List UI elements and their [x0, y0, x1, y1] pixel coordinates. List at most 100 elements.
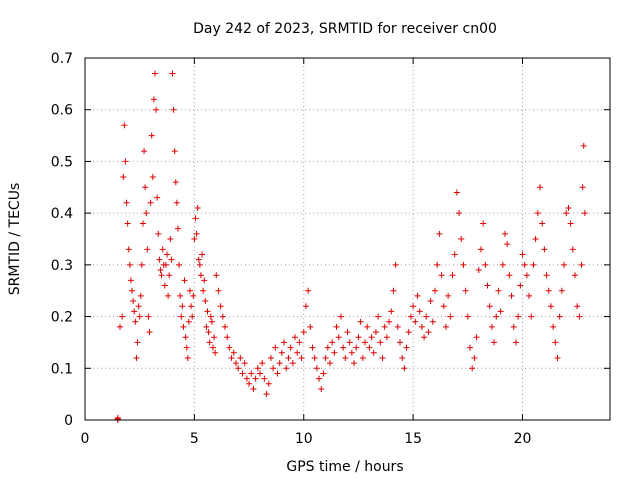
data-point	[493, 313, 500, 320]
data-point	[523, 272, 530, 279]
data-point	[166, 272, 173, 279]
data-point	[276, 360, 283, 367]
tick-labels: 0 5 10 15 20 0 0.1 0.2 0.3 0.4 0.5 0.6 0.7	[51, 51, 532, 447]
data-point	[418, 323, 425, 330]
data-point	[215, 287, 222, 294]
data-point	[222, 323, 228, 330]
data-point	[327, 360, 333, 367]
data-point	[471, 354, 478, 361]
data-point	[375, 313, 382, 320]
data-point	[149, 173, 156, 180]
data-point	[348, 349, 355, 356]
data-point	[158, 272, 165, 279]
data-point	[123, 199, 130, 206]
data-point	[309, 344, 316, 351]
data-point	[169, 70, 176, 77]
data-point	[397, 339, 403, 346]
data-point	[211, 334, 218, 341]
data-point	[294, 349, 301, 356]
data-point	[129, 287, 136, 294]
data-point	[526, 292, 533, 299]
data-point	[331, 349, 338, 356]
data-point	[142, 184, 149, 191]
data-point	[185, 318, 192, 325]
data-point	[351, 360, 358, 367]
data-point	[440, 303, 447, 310]
data-point	[528, 313, 535, 320]
data-point	[322, 354, 329, 361]
data-point	[289, 360, 296, 367]
data-point	[199, 251, 206, 258]
data-point	[392, 261, 399, 268]
data-point	[150, 96, 157, 103]
data-point	[226, 344, 233, 351]
data-point	[154, 194, 161, 201]
data-point	[259, 360, 266, 367]
data-point	[434, 261, 441, 268]
data-point	[232, 360, 239, 367]
data-point	[486, 303, 493, 310]
data-point	[146, 329, 153, 336]
y-tick-label: 0	[64, 413, 73, 429]
data-point	[399, 354, 406, 361]
data-point	[206, 339, 213, 346]
data-point	[157, 267, 164, 274]
data-point	[429, 318, 436, 325]
data-point	[370, 349, 377, 356]
data-point	[153, 106, 160, 113]
data-point	[576, 313, 583, 320]
y-axis-label: SRMTID / TECUs	[7, 183, 23, 296]
data-point	[182, 334, 189, 341]
data-point	[287, 344, 294, 351]
data-point	[467, 344, 473, 351]
data-point	[530, 261, 537, 268]
data-point	[491, 339, 498, 346]
data-point	[565, 204, 572, 211]
data-point	[460, 261, 467, 268]
data-point	[178, 313, 185, 320]
data-point	[386, 318, 393, 325]
data-point	[537, 184, 543, 191]
data-point	[333, 323, 340, 330]
data-point	[337, 313, 344, 320]
x-tick-label: 20	[514, 431, 532, 447]
data-point	[159, 246, 166, 253]
x-tick-label: 10	[295, 431, 313, 447]
data-point	[270, 365, 277, 372]
data-point	[532, 236, 539, 242]
data-point	[510, 323, 517, 330]
data-point	[423, 313, 430, 320]
data-point	[302, 303, 309, 310]
data-point	[181, 277, 188, 284]
data-point	[144, 246, 151, 253]
data-point	[177, 292, 184, 299]
data-point	[515, 313, 522, 320]
data-point	[495, 287, 502, 294]
data-point	[138, 261, 145, 268]
data-point	[195, 256, 202, 263]
data-point	[162, 261, 169, 268]
data-point	[425, 329, 432, 336]
data-point	[201, 277, 208, 284]
data-point	[539, 220, 546, 227]
data-point	[272, 344, 279, 351]
data-point	[381, 323, 388, 330]
data-point	[464, 313, 471, 320]
data-point	[219, 313, 226, 320]
data-point	[283, 365, 290, 372]
x-axis-label: GPS time / hours	[286, 459, 403, 475]
data-point	[165, 292, 172, 299]
data-point	[250, 385, 257, 392]
data-point	[340, 344, 347, 351]
y-tick-label: 0.7	[51, 51, 73, 67]
data-point	[405, 329, 412, 336]
data-point	[364, 323, 371, 330]
data-point	[155, 230, 162, 237]
data-point	[228, 354, 235, 361]
data-point	[134, 339, 141, 346]
data-point	[235, 365, 242, 372]
data-point	[355, 334, 362, 341]
data-point	[346, 339, 353, 346]
data-point	[114, 415, 121, 422]
data-point	[173, 199, 180, 206]
